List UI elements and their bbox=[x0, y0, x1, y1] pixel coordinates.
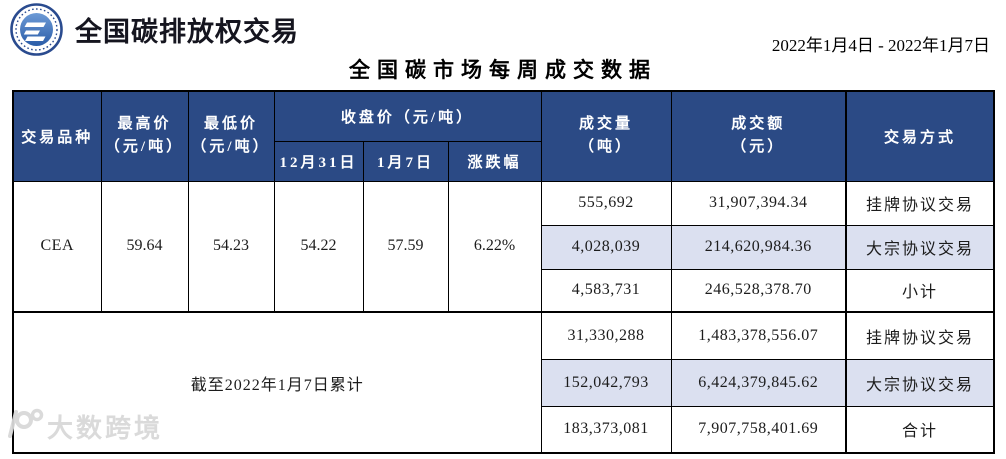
cell-change: 6.22% bbox=[447, 180, 542, 313]
cell-turnover: 31,907,394.34 bbox=[670, 180, 847, 226]
col-header-turnover: 成交额 （元） bbox=[670, 90, 847, 182]
table-row: 截至2022年1月7日累计 31,330,288 1,483,378,556.0… bbox=[12, 311, 995, 454]
cell-method: 合计 bbox=[845, 405, 995, 454]
cell-high: 59.64 bbox=[100, 180, 189, 313]
cell-volume: 4,583,731 bbox=[540, 268, 672, 313]
table-row: 4,028,039 214,620,984.36 大宗协议交易 bbox=[13, 224, 995, 270]
table-row: 183,373,081 7,907,758,401.69 合计 bbox=[13, 405, 995, 454]
cell-close-jan7: 57.59 bbox=[362, 180, 449, 313]
cell-volume: 183,373,081 bbox=[540, 405, 672, 454]
col-header-close-dec31: 12月31日 bbox=[273, 140, 364, 182]
table-row: CEA 59.64 54.23 54.22 57.59 6.22% 555,69… bbox=[12, 180, 995, 313]
col-header-change: 涨跌幅 bbox=[447, 140, 542, 182]
table-row: 4,583,731 246,528,378.70 小计 bbox=[13, 268, 995, 313]
page-header: 全国碳排放权交易 2022年1月4日 - 2022年1月7日 bbox=[0, 0, 1006, 58]
cell-turnover: 7,907,758,401.69 bbox=[670, 405, 847, 454]
cell-turnover: 214,620,984.36 bbox=[670, 224, 847, 270]
carbon-exchange-logo-icon bbox=[10, 3, 63, 56]
cell-product: CEA bbox=[12, 180, 102, 313]
cell-cumulative-label: 截至2022年1月7日累计 bbox=[12, 311, 542, 454]
date-range: 2022年1月4日 - 2022年1月7日 bbox=[771, 36, 990, 55]
weekly-trade-table: 交易品种 最高价 （元/吨） 最低价 （元/吨） 收盘价（元/吨） 成交量 （吨… bbox=[12, 90, 995, 454]
col-header-volume: 成交量 （吨） bbox=[540, 90, 672, 182]
cell-low: 54.23 bbox=[187, 180, 275, 313]
cell-volume: 152,042,793 bbox=[540, 358, 672, 407]
cell-close-dec31: 54.22 bbox=[273, 180, 364, 313]
cell-turnover: 1,483,378,556.07 bbox=[670, 311, 847, 360]
cell-volume: 555,692 bbox=[540, 180, 672, 226]
cell-turnover: 6,424,379,845.62 bbox=[670, 358, 847, 407]
table-row: 152,042,793 6,424,379,845.62 大宗协议交易 bbox=[13, 358, 995, 407]
cell-volume: 31,330,288 bbox=[540, 311, 672, 360]
cell-method: 挂牌协议交易 bbox=[845, 311, 995, 360]
col-header-low: 最低价 （元/吨） bbox=[187, 90, 275, 182]
brand: 全国碳排放权交易 bbox=[10, 3, 299, 56]
col-header-close-jan7: 1月7日 bbox=[362, 140, 449, 182]
brand-title: 全国碳排放权交易 bbox=[75, 17, 299, 47]
col-header-close-group: 收盘价（元/吨） bbox=[273, 90, 542, 142]
col-header-product: 交易品种 bbox=[12, 90, 102, 182]
cell-turnover: 246,528,378.70 bbox=[670, 268, 847, 313]
cell-method: 小计 bbox=[845, 268, 995, 313]
col-header-high: 最高价 （元/吨） bbox=[100, 90, 189, 182]
cell-volume: 4,028,039 bbox=[540, 224, 672, 270]
cell-method: 挂牌协议交易 bbox=[845, 180, 995, 226]
page-title: 全国碳市场每周成交数据 bbox=[349, 58, 657, 82]
cell-method: 大宗协议交易 bbox=[845, 358, 995, 407]
cell-method: 大宗协议交易 bbox=[845, 224, 995, 270]
col-header-method: 交易方式 bbox=[845, 90, 995, 182]
